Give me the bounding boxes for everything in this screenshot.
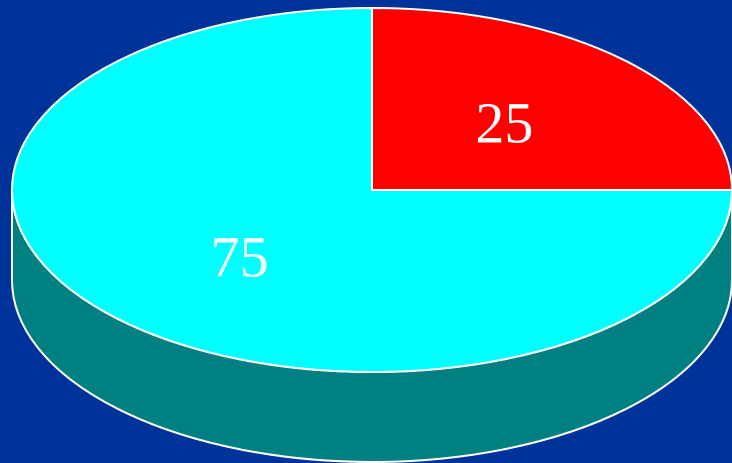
pie-slice-25: [371, 7, 732, 191]
pie-top-layer: [11, 7, 732, 373]
pie-label-layer: 25 75: [211, 91, 534, 290]
pie-slice-label-75: 75: [211, 224, 269, 289]
pie-slice-label-25: 25: [475, 91, 533, 156]
pie-slice-75: [11, 7, 732, 373]
